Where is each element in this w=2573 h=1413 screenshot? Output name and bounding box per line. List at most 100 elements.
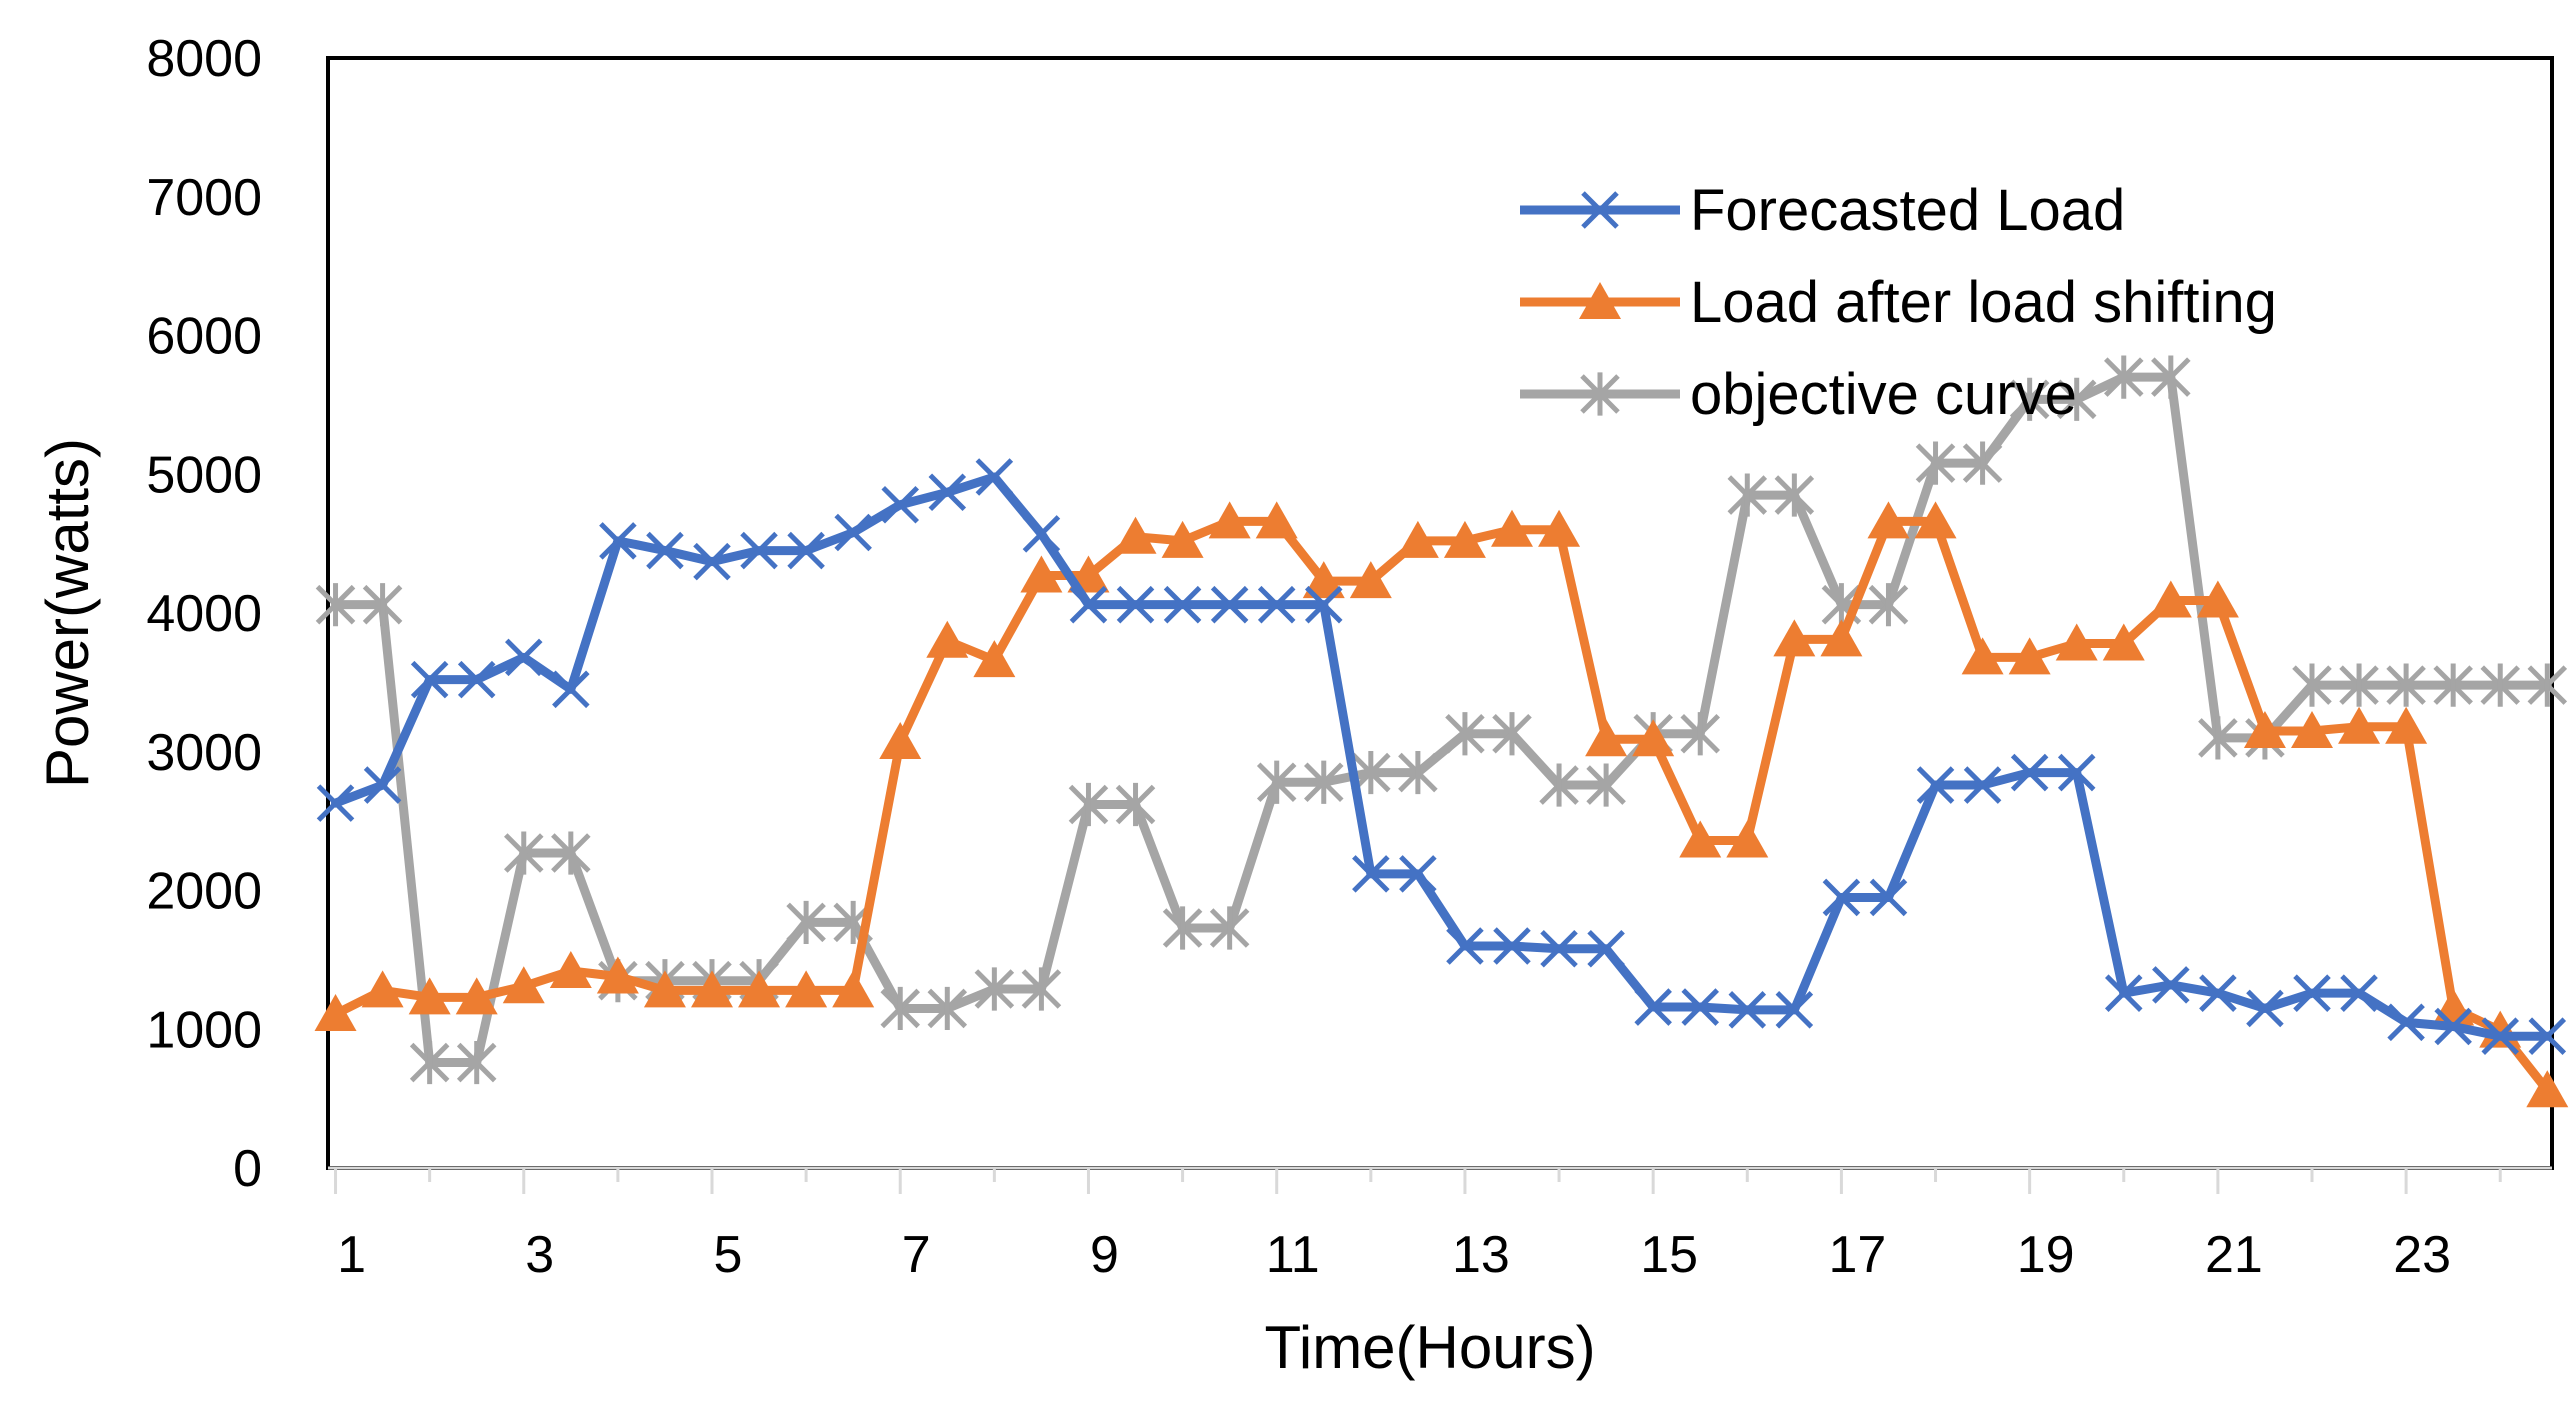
data-point-objective-curve [974,967,1015,1011]
data-point-load-after-load-shifting [1679,820,1722,858]
data-point-forecasted-load-stroke [2057,753,2096,792]
data-point-forecasted-load-stroke [1399,855,1437,893]
data-point-load-after-load-shifting [1208,501,1251,539]
data-point-forecasted-load [740,531,778,570]
data-point-forecasted-load [1069,585,1108,624]
series-load-after-load-shifting [314,501,2569,1108]
x-tick-label: 5 [714,1226,743,1284]
x-tick-label: 13 [1452,1226,1510,1284]
data-point-objective-curve [1868,583,1909,627]
x-axis-title: Time(Hours) [1264,1314,1595,1381]
data-point-load-after-load-shifting [1396,520,1439,558]
data-point-load-after-load-shifting [832,970,875,1008]
data-point-forecasted-load-stroke [1304,585,1343,624]
data-point-forecasted-load-stroke [1916,766,1955,804]
data-point-objective-curve [786,900,826,945]
data-point-forecasted-load-stroke [1210,585,1249,624]
data-point-forecasted-load [975,458,1014,496]
data-point-load-after-load-shifting [973,640,1016,678]
data-point-forecasted-load-stroke [693,542,731,581]
y-tick-label: 0 [233,1140,262,1198]
data-point-forecasted-load-stroke [2340,974,2378,1012]
data-point-forecasted-load-stroke [787,531,825,570]
x-tick-label: 1 [337,1226,366,1284]
legend-swatch-marker-stroke [1581,191,1619,229]
data-point-objective-curve [2433,663,2473,707]
data-point-load-after-load-shifting [1491,509,1533,547]
data-point-forecasted-load [881,486,920,524]
data-point-forecasted-load-stroke [599,522,637,560]
data-point-forecasted-load [2434,1007,2472,1046]
data-point-load-after-load-shifting [1632,719,1675,757]
data-point-forecasted-load [1399,855,1437,893]
data-point-forecasted-load [410,660,449,699]
data-point-load-after-load-shifting [314,993,357,1031]
data-point-forecasted-load-stroke [1022,515,1061,553]
data-point-forecasted-load-stroke [363,766,402,804]
x-tick-label: 3 [525,1226,554,1284]
data-point-objective-curve [1492,712,1532,756]
data-point-objective-curve [1303,760,1344,804]
data-point-objective-curve [1774,473,1815,517]
data-point-forecasted-load-stroke [316,784,355,822]
data-point-forecasted-load-stroke [2481,1017,2520,1055]
data-point-load-after-load-shifting [2149,580,2192,618]
data-point-forecasted-load [1022,515,1061,553]
x-tick-label: 11 [1266,1226,1320,1284]
data-point-forecasted-load [2387,1003,2425,1042]
data-point-forecasted-load-stroke [975,458,1014,496]
y-tick-label: 2000 [146,863,262,921]
data-point-forecasted-load [599,522,637,560]
data-point-objective-curve [315,583,356,627]
data-point-forecasted-load [693,542,731,581]
data-point-load-after-load-shifting [2196,580,2239,618]
data-point-forecasted-load [928,473,967,512]
data-point-load-after-load-shifting [785,970,828,1008]
x-axis: 1 3 5 7 9 11 13 15 17 19 21 23 [328,1166,2552,1284]
data-point-load-after-load-shifting [1114,516,1157,554]
y-tick-label: 5000 [146,446,262,504]
data-point-objective-curve [1962,441,2003,485]
data-point-forecasted-load [1210,585,1249,624]
data-point-forecasted-load [646,531,684,570]
data-point-objective-curve [1256,760,1297,804]
y-tick-label: 7000 [146,169,262,227]
data-point-forecasted-load-stroke [2199,974,2237,1012]
data-point-load-after-load-shifting [1161,520,1204,558]
legend: Forecasted Load Load after load shifting o… [1520,178,2277,427]
data-point-load-after-load-shifting [1538,509,1581,547]
y-axis: 0 1000 2000 3000 4000 5000 6000 7000 8000 [146,30,262,1198]
data-point-objective-curve [1539,763,1579,807]
data-point-objective-curve [503,831,544,875]
data-point-forecasted-load-stroke [1540,930,1578,968]
data-point-forecasted-load-stroke [410,660,449,699]
data-point-forecasted-load-stroke [1587,930,1625,968]
data-point-forecasted-load [1775,991,1814,1029]
data-point-forecasted-load-stroke [928,473,967,512]
legend-swatch-marker [1581,191,1619,229]
data-point-forecasted-load [1116,585,1155,624]
data-point-load-after-load-shifting [549,950,592,988]
x-tick-label: 17 [1828,1226,1886,1284]
data-point-forecasted-load-stroke [1116,585,1155,624]
data-point-forecasted-load [2293,974,2331,1012]
data-point-forecasted-load [2010,753,2049,792]
data-point-objective-curve [2056,377,2097,421]
data-point-forecasted-load-stroke [2434,1007,2472,1046]
data-point-forecasted-load [1163,585,1202,624]
legend-label: Load after load shifting [1690,270,2277,335]
data-point-objective-curve [1727,473,1768,517]
data-point-forecasted-load-stroke [1728,991,1767,1029]
data-point-forecasted-load [834,513,872,552]
data-point-forecasted-load [504,638,543,677]
data-point-forecasted-load [552,670,590,709]
data-point-objective-curve [1445,712,1485,756]
data-point-objective-curve [1162,906,1203,950]
data-point-load-after-load-shifting [1443,520,1486,558]
data-point-objective-curve [2103,355,2144,399]
data-point-objective-curve [1915,441,1956,485]
data-point-objective-curve [551,831,591,875]
data-point-load-after-load-shifting [2243,710,2286,748]
data-point-load-after-load-shifting [596,956,639,994]
